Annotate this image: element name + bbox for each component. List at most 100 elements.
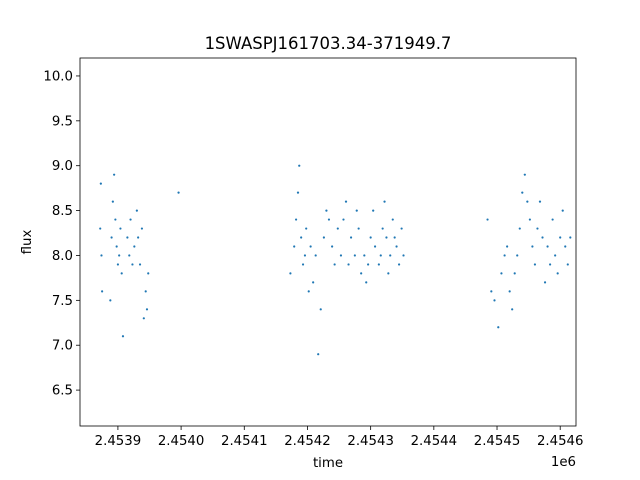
data-point [294, 218, 298, 221]
data-point [513, 272, 516, 275]
x-tick-label: 2.4540 [158, 434, 205, 449]
x-axis-offset-label: 1e6 [551, 455, 576, 470]
data-point [138, 263, 142, 266]
y-tick-label: 8.0 [52, 249, 73, 264]
data-point [566, 263, 569, 266]
data-point [142, 317, 145, 320]
x-tick-label: 2.4545 [474, 434, 521, 449]
data-point [317, 353, 320, 356]
y-axis-label: flux [20, 230, 35, 255]
data-point [128, 254, 131, 257]
data-point [314, 254, 317, 257]
data-point [325, 209, 328, 212]
data-point [119, 227, 122, 230]
data-point [365, 281, 368, 284]
y-tick-label: 10.0 [43, 69, 73, 84]
data-point [109, 299, 112, 302]
data-point [497, 326, 500, 329]
data-point [523, 173, 526, 176]
data-point [516, 254, 519, 257]
data-point [372, 209, 375, 212]
y-tick-label: 7.5 [52, 294, 73, 309]
data-point [381, 227, 384, 230]
data-point [131, 263, 134, 266]
data-point [503, 254, 506, 257]
data-point [367, 263, 370, 266]
data-point [145, 308, 149, 311]
data-point [561, 209, 564, 212]
data-point [126, 236, 129, 239]
data-point [121, 335, 125, 338]
data-point [301, 263, 305, 266]
data-point [528, 218, 531, 221]
data-point [369, 236, 372, 239]
data-point [342, 218, 345, 221]
x-tick-label: 2.4544 [411, 434, 458, 449]
data-point [99, 182, 102, 185]
data-point [508, 290, 511, 293]
data-point [133, 245, 136, 248]
data-point [116, 263, 120, 266]
data-point [402, 254, 405, 257]
data-point [490, 290, 493, 293]
data-point [349, 236, 353, 239]
data-point [393, 236, 396, 239]
data-point [293, 245, 296, 248]
data-point [521, 191, 524, 194]
data-point [339, 254, 343, 257]
data-point [300, 236, 303, 239]
data-point [322, 236, 325, 239]
data-point [569, 236, 572, 239]
data-point [135, 209, 138, 212]
x-tick-label: 2.4542 [284, 434, 331, 449]
data-point [115, 245, 118, 248]
data-point [564, 245, 567, 248]
data-point [118, 254, 121, 257]
data-point [347, 263, 350, 266]
y-tick-label: 9.5 [52, 114, 73, 129]
data-point [100, 254, 103, 257]
data-point [493, 299, 496, 302]
data-point [541, 236, 544, 239]
data-point [309, 245, 312, 248]
data-point [336, 227, 339, 230]
data-point [548, 263, 552, 266]
data-point [177, 191, 180, 194]
data-point [129, 218, 132, 221]
data-point [377, 263, 380, 266]
x-axis-label: time [313, 456, 343, 471]
data-point [307, 290, 310, 293]
data-point [113, 173, 116, 176]
data-point [355, 209, 358, 212]
data-point [289, 272, 292, 275]
data-point [538, 200, 542, 203]
data-point [379, 254, 382, 257]
data-point [114, 218, 117, 221]
data-point [486, 218, 489, 221]
data-point [137, 236, 140, 239]
data-point [559, 236, 562, 239]
data-point [305, 227, 308, 230]
data-point [373, 245, 377, 248]
chart-title: 1SWASPJ161703.34-371949.7 [205, 34, 452, 53]
data-point [357, 227, 360, 230]
data-point [344, 200, 348, 203]
data-point [387, 272, 390, 275]
data-point [353, 254, 356, 257]
y-axis-ticks: 6.5 7.0 7.5 8.0 8.5 9.0 9.5 10.0 [43, 69, 80, 399]
y-tick-label: 6.5 [52, 384, 73, 399]
data-point [511, 308, 514, 311]
data-point [506, 245, 509, 248]
data-point [518, 227, 521, 230]
plot-frame [79, 57, 577, 427]
data-points [99, 164, 572, 356]
x-tick-label: 2.4539 [95, 434, 142, 449]
data-point [99, 227, 102, 230]
data-point [397, 263, 401, 266]
data-point [554, 254, 557, 257]
data-point [140, 227, 144, 230]
data-point [551, 218, 554, 221]
data-point [331, 245, 334, 248]
data-point [500, 272, 503, 275]
